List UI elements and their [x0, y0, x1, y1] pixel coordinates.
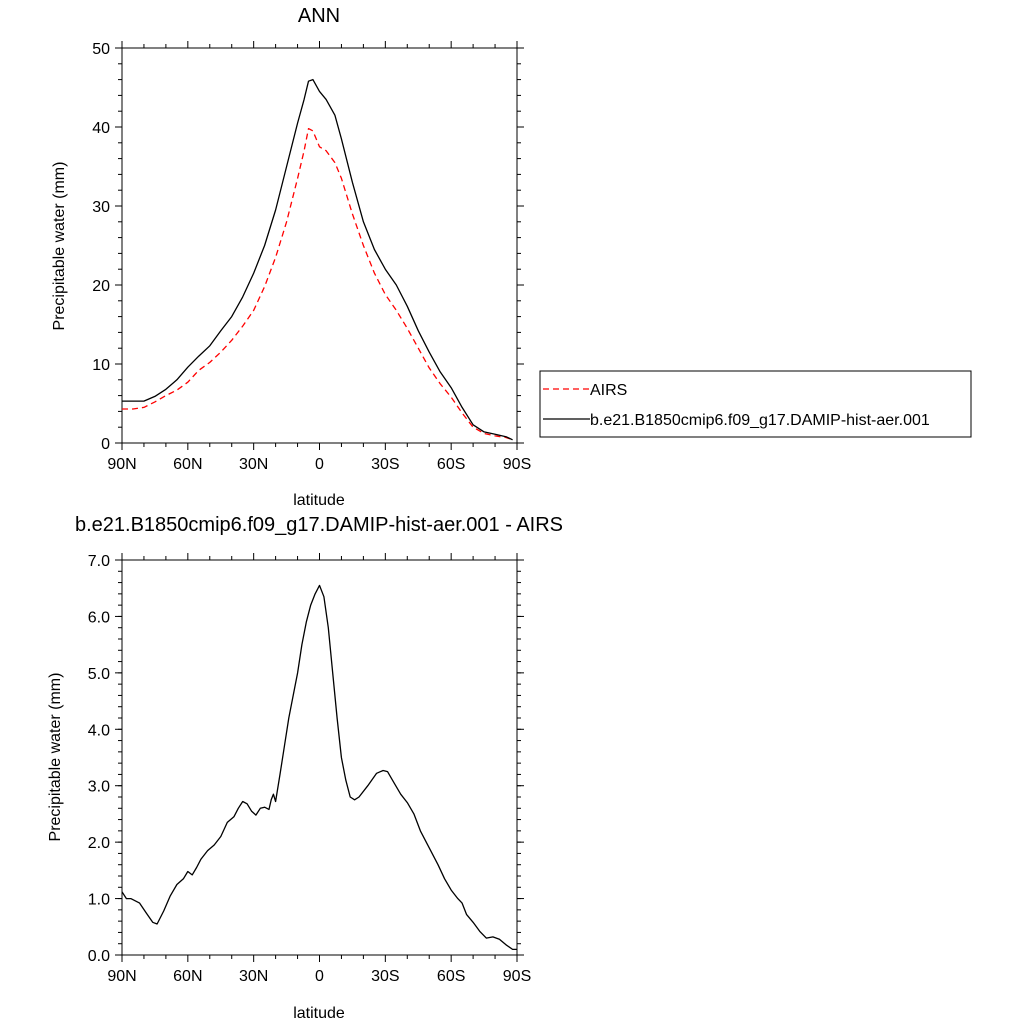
- y-tick-label: 5.0: [88, 666, 110, 683]
- y-tick-label: 6.0: [88, 609, 110, 626]
- chart-bottom-xlabel: latitude: [293, 1005, 345, 1022]
- legend-model-label: b.e21.B1850cmip6.f09_g17.DAMIP-hist-aer.…: [590, 412, 930, 429]
- chart-top-title: ANN: [298, 5, 340, 27]
- x-tick-label: 60N: [173, 456, 202, 473]
- x-tick-label: 60S: [437, 968, 465, 985]
- y-tick-label: 0: [101, 436, 110, 453]
- y-tick-label: 50: [92, 41, 110, 58]
- x-tick-label: 90N: [107, 968, 136, 985]
- legend-airs-label: AIRS: [590, 382, 627, 399]
- chart-top: ANN 90N 60N 30N 0 30S 60S 90S 0 10 20 30 40 50 latit…: [51, 5, 972, 509]
- chart-top-legend: AIRS b.e21.B1850cmip6.f09_g17.DAMIP-hist…: [539, 370, 972, 438]
- y-tick-label: 10: [92, 357, 110, 374]
- x-tick-label: 30S: [371, 968, 399, 985]
- x-tick-label: 30N: [239, 456, 268, 473]
- y-tick-label: 20: [92, 278, 110, 295]
- series-line-1: [122, 78, 513, 441]
- chart-bottom: b.e21.B1850cmip6.f09_g17.DAMIP-hist-aer.…: [47, 514, 563, 1022]
- x-tick-label: 0: [315, 968, 324, 985]
- chart-top-series: [122, 78, 513, 441]
- chart-top-ylabel: Precipitable water (mm): [51, 162, 68, 331]
- chart-bottom-title: b.e21.B1850cmip6.f09_g17.DAMIP-hist-aer.…: [75, 514, 563, 536]
- y-tick-label: 4.0: [88, 722, 110, 739]
- chart-bottom-plot-frame: [121, 559, 518, 956]
- x-tick-label: 0: [315, 456, 324, 473]
- chart-bottom-ylabel: Precipitable water (mm): [47, 673, 64, 842]
- y-tick-label: 0.0: [88, 948, 110, 965]
- chart-top-plot-frame: [121, 47, 518, 444]
- x-tick-label: 90N: [107, 456, 136, 473]
- series-line-0: [121, 584, 517, 951]
- x-tick-label: 60N: [173, 968, 202, 985]
- x-tick-label: 90S: [503, 968, 531, 985]
- x-tick-label: 30N: [239, 968, 268, 985]
- chart-top-ticks: 90N 60N 30N 0 30S 60S 90S 0 10 20 30 40 50: [92, 41, 531, 473]
- y-tick-label: 1.0: [88, 892, 110, 909]
- chart-top-xlabel: latitude: [293, 492, 345, 509]
- y-tick-label: 7.0: [88, 553, 110, 570]
- x-tick-label: 90S: [503, 456, 531, 473]
- chart-bottom-series: [121, 584, 517, 951]
- chart-bottom-ticks: 90N 60N 30N 0 30S 60S 90S 0.0 1.0 2.0 3.0 4.0 5.0 6.0…: [88, 553, 531, 985]
- series-line-0: [122, 127, 513, 441]
- y-tick-label: 2.0: [88, 835, 110, 852]
- x-tick-label: 60S: [437, 456, 465, 473]
- legend-box: [539, 370, 972, 438]
- y-tick-label: 3.0: [88, 779, 110, 796]
- y-tick-label: 40: [92, 120, 110, 137]
- y-tick-label: 30: [92, 199, 110, 216]
- x-tick-label: 30S: [371, 456, 399, 473]
